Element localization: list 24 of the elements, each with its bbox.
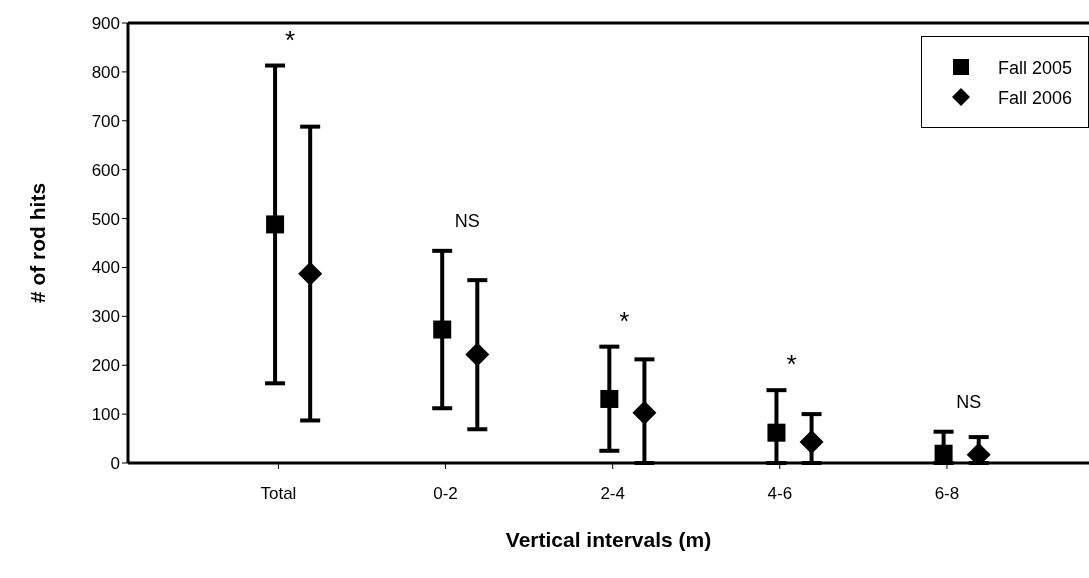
y-tick-label: 600 [91,160,120,180]
y-axis-title: # of rod hits [26,182,50,304]
y-tick-label: 200 [91,356,120,376]
y-tick-label: 300 [91,307,120,327]
legend-label: Fall 2006 [997,87,1072,109]
y-tick-label: 900 [91,14,120,34]
x-tick-label: 4-6 [767,484,793,504]
y-tick-label: 800 [91,62,120,82]
x-tick-label: 6-8 [934,484,960,504]
x-tick-label: 2-4 [600,484,625,504]
annotation: NS [454,211,480,232]
annotation: * [285,24,296,55]
x-tick-label: 0-2 [433,484,458,504]
annotation: * [619,305,630,336]
legend-label: Fall 2005 [997,57,1072,79]
annotation: NS [956,392,982,413]
x-tick-label: Total [260,484,297,504]
y-tick-label: 0 [110,454,120,474]
x-axis-title: Vertical intervals (m) [505,528,712,551]
y-tick-label: 500 [91,209,120,229]
y-tick-label: 400 [91,258,120,278]
y-tick-label: 700 [91,111,120,131]
annotation: * [786,349,797,380]
y-tick-label: 100 [91,405,120,425]
